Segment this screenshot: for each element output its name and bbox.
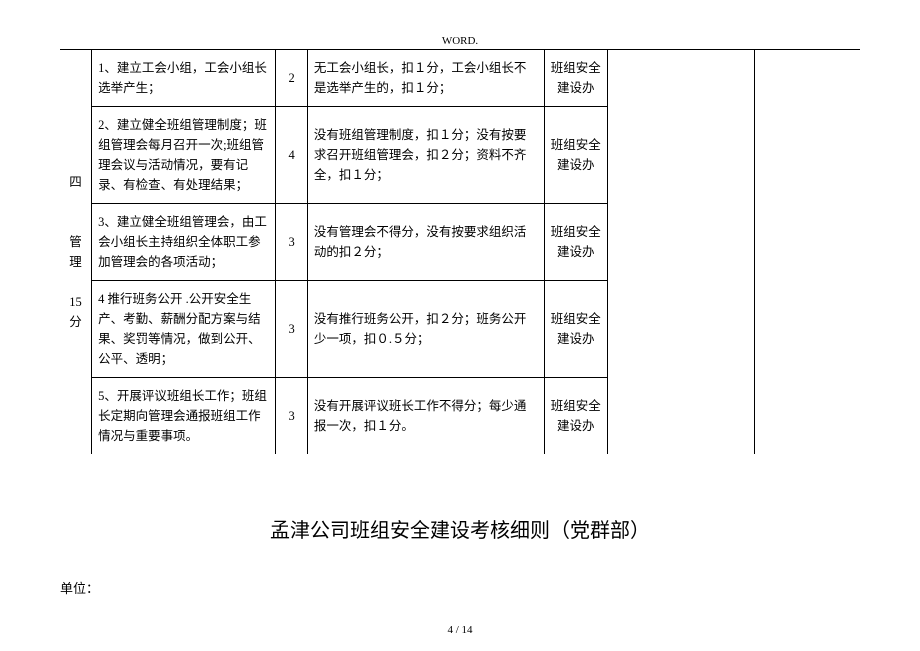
category-score: 15分 (66, 292, 85, 332)
dept-cell: 班组安全建设办 (544, 204, 607, 281)
criteria-cell: 没有开展评议班长工作不得分；每少通报一次，扣１分。 (307, 378, 544, 455)
document-title: 孟津公司班组安全建设考核细则（党群部） (60, 514, 860, 543)
header-word-label: WORD. (60, 35, 860, 47)
item-cell: 3、建立健全班组管理会，由工会小组长主持组织全体职工参加管理会的各项活动； (92, 204, 276, 281)
empty-cell (607, 50, 754, 455)
item-cell: 4 推行班务公开 .公开安全生产、考勤、薪酬分配方案与结果、奖罚等情况，做到公开… (92, 281, 276, 378)
dept-cell: 班组安全建设办 (544, 107, 607, 204)
assessment-table: 四 管理 15分 1、建立工会小组，工会小组长选举产生； 2 无工会小组长，扣１… (60, 49, 860, 454)
table-row: 四 管理 15分 1、建立工会小组，工会小组长选举产生； 2 无工会小组长，扣１… (60, 50, 860, 107)
category-cell: 四 管理 15分 (60, 50, 92, 455)
dept-cell: 班组安全建设办 (544, 378, 607, 455)
category-name: 管理 (66, 232, 85, 272)
score-cell: 3 (276, 204, 308, 281)
score-cell: 4 (276, 107, 308, 204)
score-cell: 3 (276, 378, 308, 455)
item-cell: 5、开展评议班组长工作；班组长定期向管理会通报班组工作情况与重要事项。 (92, 378, 276, 455)
score-cell: 3 (276, 281, 308, 378)
item-cell: 2、建立健全班组管理制度；班组管理会每月召开一次;班组管理会议与活动情况，要有记… (92, 107, 276, 204)
empty-cell (755, 50, 860, 455)
dept-cell: 班组安全建设办 (544, 281, 607, 378)
dept-cell: 班组安全建设办 (544, 50, 607, 107)
criteria-cell: 无工会小组长，扣１分，工会小组长不是选举产生的，扣１分； (307, 50, 544, 107)
score-cell: 2 (276, 50, 308, 107)
unit-label: 单位： (60, 578, 860, 597)
category-number: 四 (66, 172, 85, 192)
criteria-cell: 没有管理会不得分，没有按要求组织活动的扣２分； (307, 204, 544, 281)
criteria-cell: 没有推行班务公开，扣２分；班务公开少一项，扣０.５分； (307, 281, 544, 378)
criteria-cell: 没有班组管理制度，扣１分；没有按要求召开班组管理会，扣２分；资料不齐全，扣１分； (307, 107, 544, 204)
item-cell: 1、建立工会小组，工会小组长选举产生； (92, 50, 276, 107)
page-footer: 4 / 14 (0, 624, 920, 636)
